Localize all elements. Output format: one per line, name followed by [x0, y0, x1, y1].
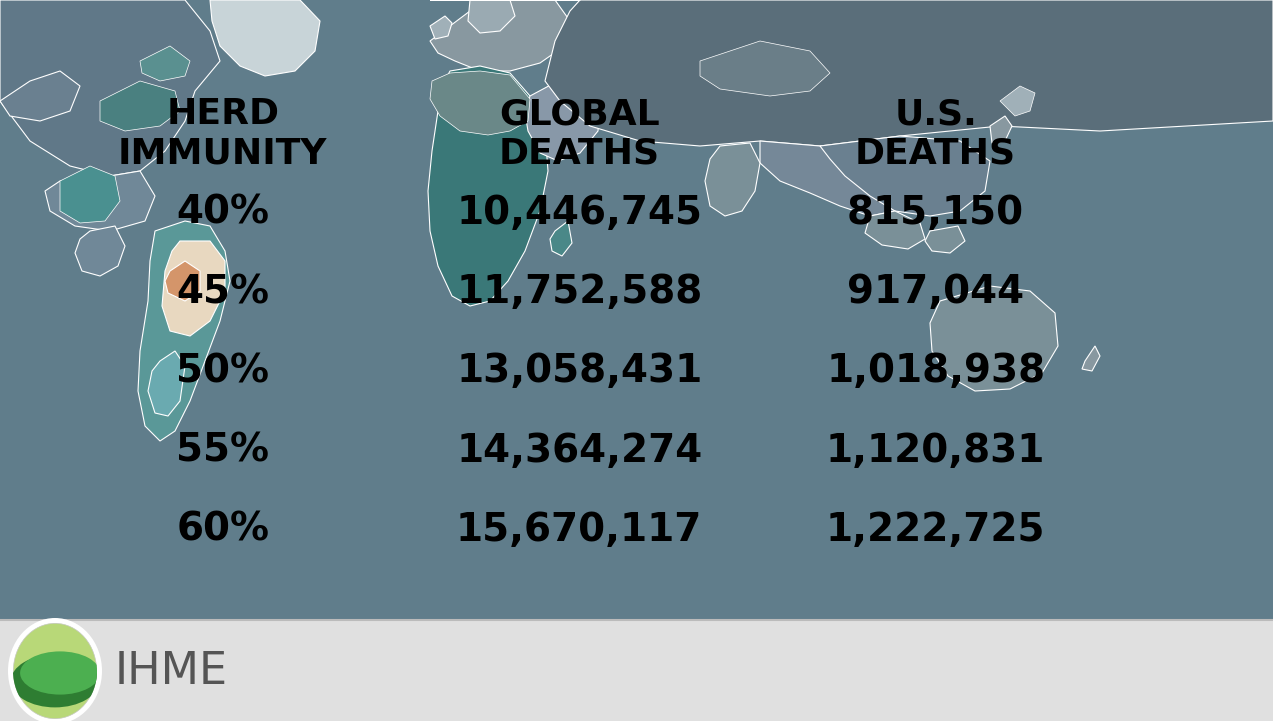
- Polygon shape: [428, 66, 547, 306]
- Polygon shape: [990, 116, 1012, 143]
- Text: 60%: 60%: [176, 511, 270, 549]
- Text: U.S.
DEATHS: U.S. DEATHS: [855, 97, 1016, 171]
- Ellipse shape: [13, 623, 97, 719]
- Text: 1,018,938: 1,018,938: [826, 353, 1045, 390]
- Text: HERD
IMMUNITY: HERD IMMUNITY: [118, 97, 327, 171]
- Polygon shape: [468, 0, 516, 33]
- Polygon shape: [162, 241, 225, 336]
- Text: IHME: IHME: [115, 650, 228, 692]
- Ellipse shape: [11, 655, 99, 707]
- Polygon shape: [148, 351, 185, 416]
- Bar: [0, 0, 1273, 620]
- Polygon shape: [931, 286, 1058, 391]
- Polygon shape: [700, 41, 830, 96]
- Ellipse shape: [8, 618, 102, 721]
- Bar: [0, 620, 1273, 721]
- Polygon shape: [140, 46, 190, 81]
- Polygon shape: [524, 81, 600, 161]
- Polygon shape: [101, 81, 179, 131]
- Polygon shape: [45, 171, 155, 231]
- Text: 11,752,588: 11,752,588: [456, 273, 703, 311]
- Text: 15,670,117: 15,670,117: [456, 511, 703, 549]
- Polygon shape: [864, 211, 925, 249]
- Polygon shape: [165, 261, 200, 301]
- Polygon shape: [0, 71, 80, 121]
- Text: 45%: 45%: [176, 273, 270, 311]
- Text: 1,222,725: 1,222,725: [826, 511, 1045, 549]
- Ellipse shape: [20, 651, 99, 694]
- Polygon shape: [0, 0, 220, 176]
- Polygon shape: [550, 221, 572, 256]
- Polygon shape: [75, 226, 125, 276]
- Text: GLOBAL
DEATHS: GLOBAL DEATHS: [499, 97, 659, 171]
- Polygon shape: [430, 16, 452, 39]
- Polygon shape: [430, 0, 570, 71]
- Polygon shape: [1082, 346, 1100, 371]
- Polygon shape: [1001, 86, 1035, 116]
- Polygon shape: [925, 226, 965, 253]
- Polygon shape: [60, 166, 120, 223]
- Text: 13,058,431: 13,058,431: [456, 353, 703, 390]
- Polygon shape: [430, 0, 1273, 146]
- Text: 55%: 55%: [176, 432, 270, 469]
- Polygon shape: [705, 143, 760, 216]
- Polygon shape: [820, 136, 990, 216]
- Text: 1,120,831: 1,120,831: [826, 432, 1045, 469]
- Text: 917,044: 917,044: [847, 273, 1025, 311]
- Text: 815,150: 815,150: [847, 194, 1025, 231]
- Text: 14,364,274: 14,364,274: [456, 432, 703, 469]
- Text: 10,446,745: 10,446,745: [456, 194, 703, 231]
- Text: 50%: 50%: [176, 353, 270, 390]
- Polygon shape: [137, 221, 230, 441]
- Polygon shape: [210, 0, 320, 76]
- Polygon shape: [760, 141, 910, 216]
- Text: 40%: 40%: [176, 194, 270, 231]
- Polygon shape: [430, 71, 530, 135]
